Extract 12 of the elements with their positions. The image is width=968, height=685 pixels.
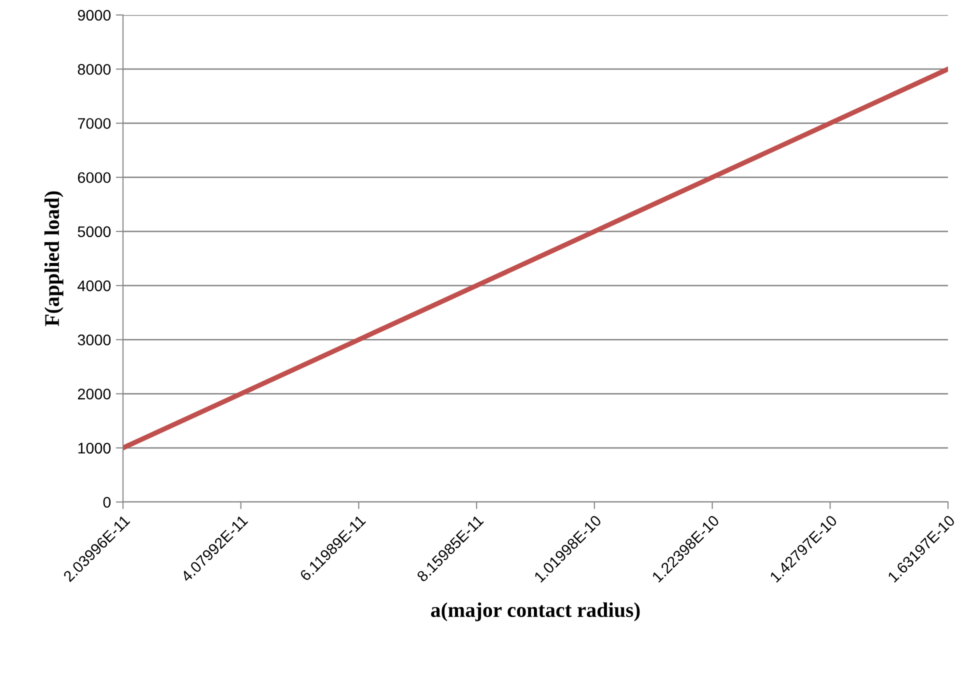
y-tick-label: 5000	[78, 226, 111, 238]
y-tick-label: 8000	[78, 64, 111, 75]
y-tick-label: 6000	[78, 172, 111, 184]
y-tick-label: 9000	[78, 10, 111, 21]
y-tick-label: 2000	[78, 388, 111, 400]
y-axis-title: F(applied load)	[44, 191, 64, 326]
y-tick-label: 4000	[78, 280, 111, 292]
y-tick-label: 7000	[78, 118, 111, 129]
y-tick-label: 0	[103, 496, 111, 508]
x-axis-title: a(major contact radius)	[431, 602, 640, 622]
y-tick-label: 1000	[78, 442, 111, 454]
y-tick-label: 3000	[78, 334, 111, 346]
